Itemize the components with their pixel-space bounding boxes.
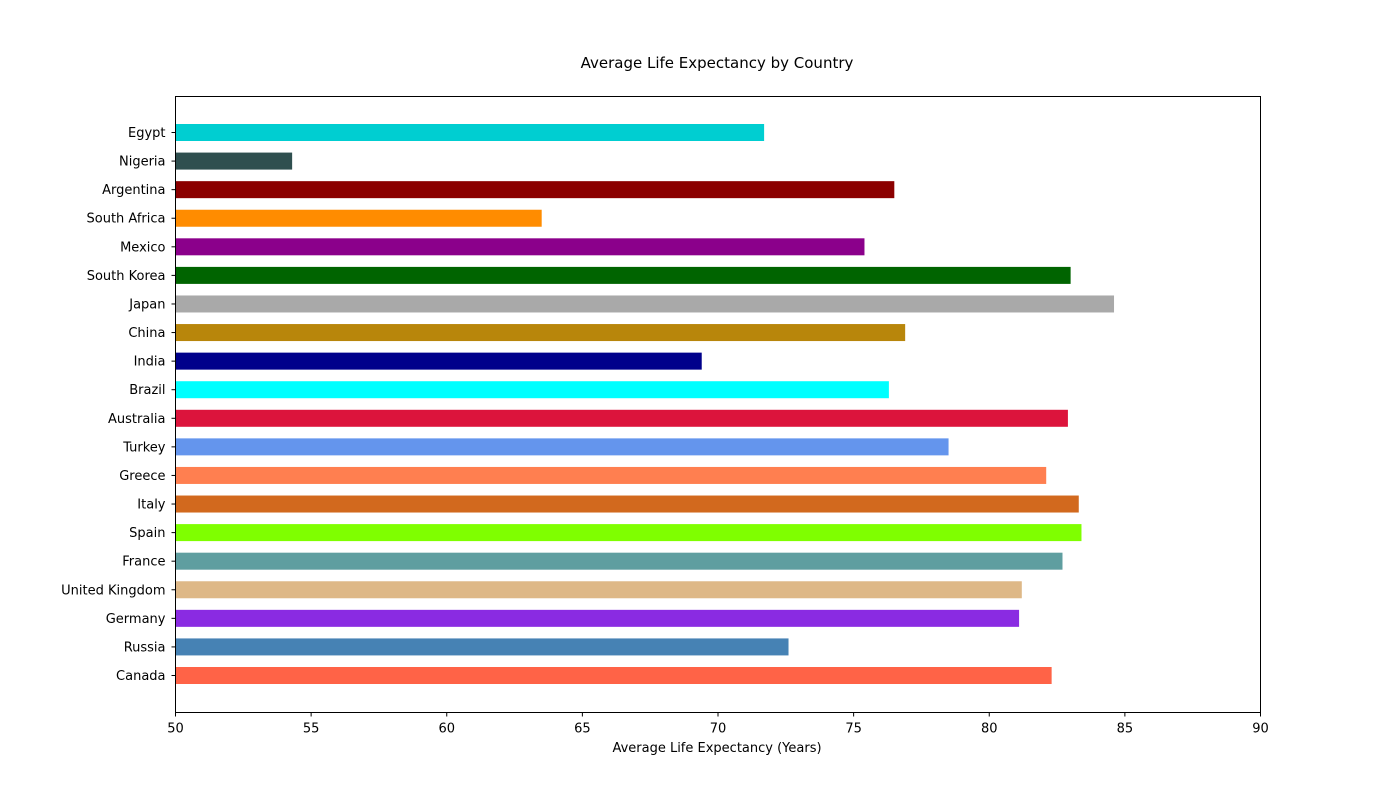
- x-tick-label: 90: [1252, 722, 1269, 737]
- bar-italy: [175, 495, 1079, 513]
- y-tick-label: Australia: [108, 412, 166, 427]
- y-tick-label: Nigeria: [119, 155, 166, 170]
- y-tick-label: Japan: [128, 297, 165, 312]
- bar-south-africa: [175, 209, 542, 227]
- y-tick-label: Italy: [137, 498, 166, 513]
- bar-brazil: [175, 381, 889, 399]
- y-tick-label: Greece: [119, 469, 165, 484]
- bar-argentina: [175, 181, 895, 199]
- bars-layer: [175, 124, 1115, 684]
- y-tick-label: Spain: [129, 526, 165, 541]
- bar-australia: [175, 409, 1068, 427]
- bar-spain: [175, 524, 1082, 542]
- y-tick-label: Canada: [116, 669, 165, 684]
- bar-south-korea: [175, 266, 1071, 284]
- y-tick-label: Russia: [124, 640, 166, 655]
- chart-title: Average Life Expectancy by Country: [581, 54, 854, 72]
- x-axis-ticks: 50 55 60 65 70 75 80 85 90: [167, 712, 1269, 737]
- bar-greece: [175, 466, 1047, 484]
- y-tick-label: South Korea: [87, 269, 166, 284]
- bar-france: [175, 552, 1063, 570]
- bar-egypt: [175, 124, 765, 141]
- y-tick-label: Argentina: [102, 183, 165, 198]
- y-tick-label: China: [128, 326, 165, 341]
- x-tick-label: 70: [710, 722, 727, 737]
- y-axis-ticks: Canada Russia Germany United Kingdom France S…: [61, 126, 176, 684]
- bar-turkey: [175, 438, 949, 456]
- bar-india: [175, 352, 702, 370]
- y-tick-label: India: [134, 355, 166, 370]
- plot-frame: [175, 96, 1261, 713]
- y-tick-label: Mexico: [120, 240, 165, 255]
- y-tick-label: France: [122, 555, 165, 570]
- bar-mexico: [175, 238, 865, 256]
- y-tick-label: United Kingdom: [61, 583, 165, 598]
- bar-canada: [175, 667, 1052, 684]
- x-tick-label: 75: [845, 722, 862, 737]
- x-tick-label: 80: [981, 722, 998, 737]
- bar-china: [175, 324, 906, 342]
- x-tick-label: 65: [574, 722, 591, 737]
- x-tick-label: 85: [1117, 722, 1134, 737]
- x-tick-label: 55: [303, 722, 320, 737]
- bar-japan: [175, 295, 1115, 313]
- bar-nigeria: [175, 152, 293, 170]
- y-tick-label: Turkey: [122, 440, 166, 455]
- x-tick-label: 50: [167, 722, 184, 737]
- x-axis-label: Average Life Expectancy (Years): [612, 741, 821, 756]
- bar-united-kingdom: [175, 581, 1022, 599]
- y-tick-label: Brazil: [129, 383, 165, 398]
- x-tick-label: 60: [438, 722, 455, 737]
- bar-russia: [175, 638, 789, 656]
- y-tick-label: South Africa: [87, 212, 166, 227]
- bar-germany: [175, 609, 1020, 627]
- y-tick-label: Egypt: [128, 126, 166, 141]
- y-tick-label: Germany: [106, 612, 166, 627]
